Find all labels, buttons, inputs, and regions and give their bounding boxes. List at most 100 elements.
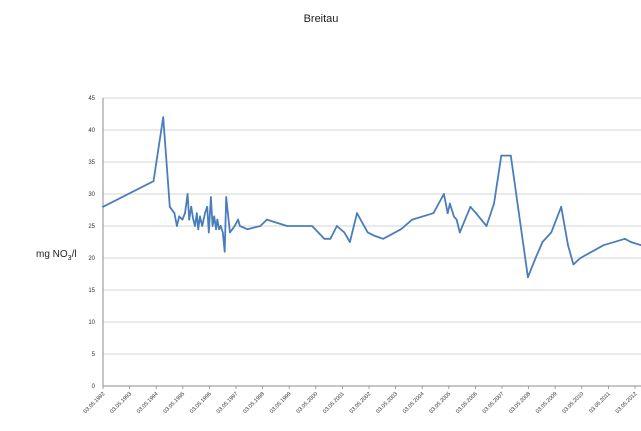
- y-axis-label-subscript: 3: [68, 255, 72, 262]
- data-point: [349, 241, 351, 243]
- x-tick-label: 03.05.2005: [429, 391, 453, 415]
- data-point: [188, 218, 191, 221]
- data-point: [178, 215, 181, 218]
- data-point: [455, 218, 458, 221]
- data-point: [246, 228, 249, 231]
- data-point: [201, 225, 204, 227]
- x-tick-label: 03.05.2002: [349, 391, 373, 415]
- chart-title: Breitau: [304, 13, 339, 25]
- x-tick-label: 03.05.2007: [482, 391, 506, 415]
- x-tick-labels: 03.05.1992 03.05.1993 03.05.1994 03.05.1995…: [83, 391, 639, 415]
- data-point: [485, 225, 488, 227]
- data-point: [443, 193, 445, 195]
- data-point: [541, 241, 544, 243]
- data-point: [181, 218, 184, 221]
- data-point: [311, 225, 313, 227]
- x-tick-label: 03.05.2011: [588, 391, 611, 414]
- y-tick-label: 25: [88, 224, 95, 230]
- data-point: [432, 212, 435, 215]
- data-point: [453, 215, 455, 218]
- axes: [102, 98, 641, 389]
- y-tick-label: 30: [88, 192, 95, 198]
- data-point: [560, 205, 563, 208]
- data-point: [534, 257, 537, 259]
- data-point: [266, 218, 268, 221]
- x-tick-label: 03.05.2010: [562, 391, 586, 415]
- data-point: [211, 225, 214, 227]
- data-point: [218, 228, 221, 231]
- data-point: [227, 212, 229, 215]
- data-point: [527, 276, 529, 279]
- y-axis-label-main: mg NO: [36, 249, 68, 260]
- data-point: [400, 228, 402, 231]
- y-tick-label: 10: [88, 320, 95, 326]
- data-point: [550, 231, 553, 234]
- data-point: [162, 116, 165, 119]
- x-tick-label: 03.05.1994: [136, 391, 160, 415]
- data-point: [475, 212, 477, 215]
- y-tick-label: 45: [88, 96, 95, 102]
- x-tick-label: 03.05.2004: [402, 391, 426, 415]
- data-point: [329, 237, 332, 240]
- x-tick-label: 03.05.1995: [163, 391, 187, 415]
- x-tick-label: 03.05.1996: [189, 391, 213, 415]
- data-point: [195, 212, 198, 215]
- data-point: [286, 225, 288, 227]
- data-point: [572, 263, 575, 266]
- y-tick-label: 20: [88, 256, 95, 262]
- data-point: [204, 212, 206, 215]
- data-point: [239, 225, 241, 227]
- data-point: [219, 225, 222, 227]
- data-point: [233, 225, 236, 227]
- x-tick-label: 03.05.2006: [455, 391, 479, 415]
- x-tick-label: 03.05.1999: [269, 391, 293, 415]
- data-point: [323, 237, 326, 240]
- data-point: [411, 218, 414, 221]
- x-tick-label: 03.05.2012: [615, 391, 639, 415]
- data-point: [197, 228, 200, 231]
- x-tick-label: 03.05.2003: [375, 391, 399, 415]
- y-tick-label: 40: [88, 128, 95, 134]
- data-point: [199, 215, 201, 218]
- data-point: [207, 231, 210, 234]
- data-point: [373, 234, 375, 237]
- data-point: [186, 193, 189, 195]
- data-point: [229, 231, 231, 234]
- data-point: [356, 212, 358, 215]
- data-point: [366, 231, 369, 234]
- series-line: [102, 116, 641, 279]
- data-point: [629, 241, 632, 243]
- data-point: [215, 228, 218, 231]
- data-point: [602, 244, 605, 247]
- x-tick-label: 03.05.2009: [535, 391, 559, 415]
- data-point: [567, 244, 569, 247]
- data-point: [216, 218, 219, 221]
- data-point: [194, 225, 196, 227]
- data-point: [504, 154, 507, 157]
- data-point: [469, 205, 472, 208]
- x-tick-label: 03.05.2008: [508, 391, 532, 415]
- data-point: [449, 202, 451, 205]
- data-point: [206, 205, 209, 208]
- series-layer: [102, 116, 641, 279]
- data-point: [493, 202, 495, 205]
- data-point: [624, 237, 626, 240]
- data-point: [235, 221, 238, 224]
- x-tick-label: 03.05.2001: [322, 391, 346, 415]
- x-tick-label: 03.05.1997: [216, 391, 240, 415]
- y-tick-label: 15: [88, 288, 95, 294]
- data-point: [382, 237, 385, 240]
- data-point: [509, 154, 512, 157]
- y-axis-label: mg NO3/l: [36, 249, 77, 262]
- data-point: [336, 225, 338, 227]
- data-point: [210, 196, 212, 199]
- y-axis-label-tail: /l: [72, 249, 77, 260]
- data-point: [168, 205, 171, 208]
- data-point: [192, 218, 195, 221]
- gridlines: [103, 97, 641, 355]
- data-point: [231, 228, 234, 231]
- data-point: [259, 225, 262, 227]
- data-point: [458, 231, 461, 234]
- x-tick-label: 03.05.1992: [83, 391, 107, 415]
